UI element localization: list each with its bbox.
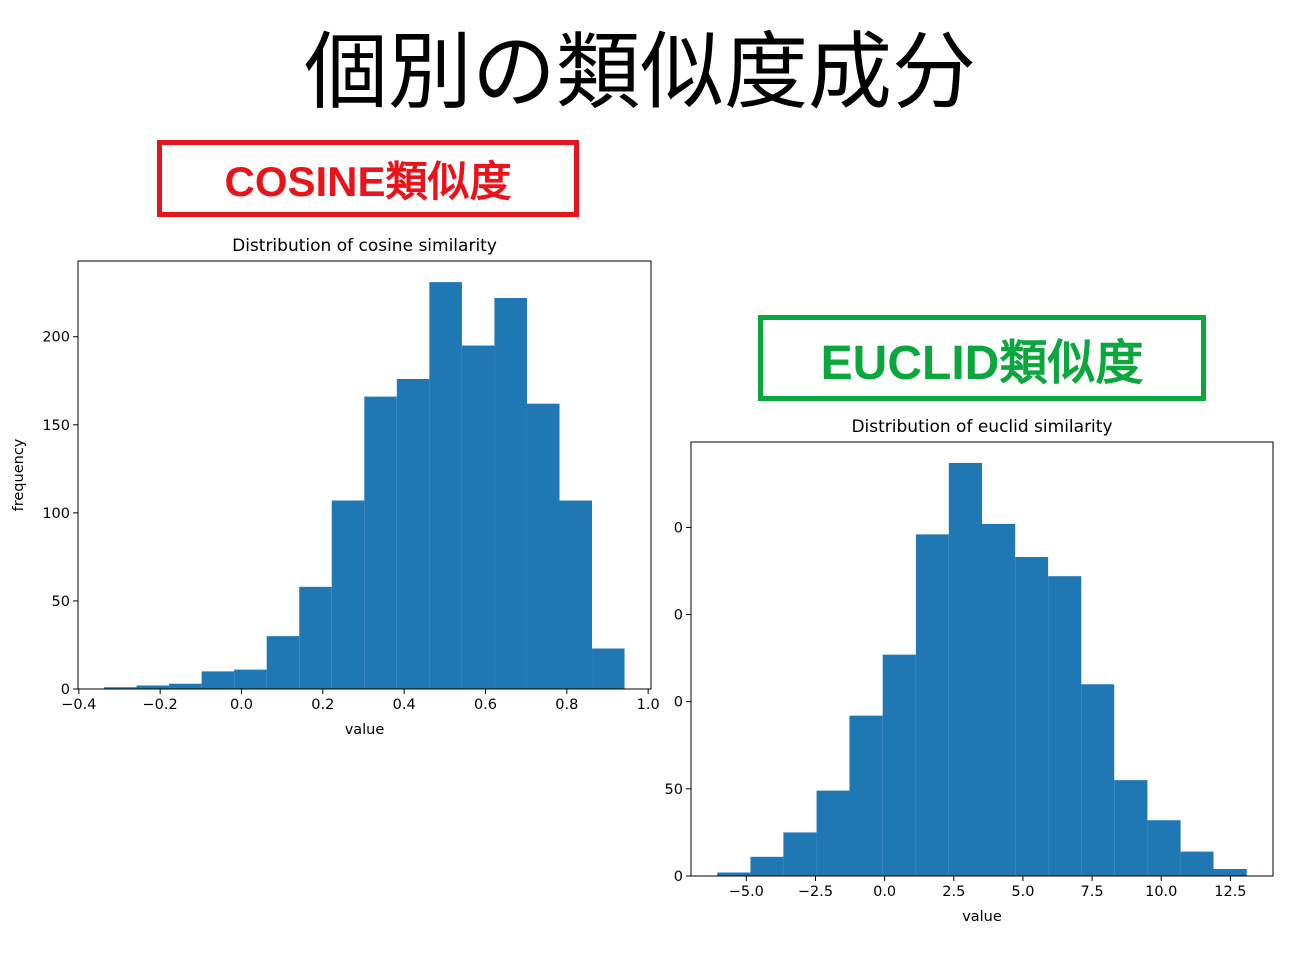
bar bbox=[461, 345, 495, 689]
bar bbox=[559, 500, 593, 689]
x-tick-label: 7.5 bbox=[1081, 884, 1104, 900]
x-tick-label: −5.0 bbox=[729, 884, 764, 900]
chart-title: Distribution of cosine similarity bbox=[232, 236, 497, 256]
bar bbox=[266, 636, 300, 689]
bar bbox=[882, 654, 916, 876]
y-tick-label: 0 bbox=[61, 682, 70, 698]
x-tick-label: 10.0 bbox=[1145, 884, 1177, 900]
bar bbox=[526, 403, 560, 689]
bar bbox=[1114, 780, 1148, 876]
plot-frame bbox=[77, 260, 652, 690]
slide-title: 個別の類似度成分 bbox=[303, 23, 976, 121]
bar bbox=[948, 462, 982, 876]
x-tick-label: −2.5 bbox=[798, 884, 833, 900]
x-tick-label: 0.4 bbox=[393, 697, 416, 713]
bar bbox=[104, 687, 137, 689]
y-tick-label: 50 bbox=[665, 782, 683, 798]
x-tick-label: 0.8 bbox=[555, 697, 578, 713]
bar bbox=[1081, 684, 1115, 876]
bar bbox=[1213, 869, 1247, 876]
x-tick-label: 0.0 bbox=[230, 697, 253, 713]
x-tick-label: −0.4 bbox=[61, 697, 96, 713]
bar bbox=[816, 790, 850, 876]
bar bbox=[136, 685, 170, 689]
y-axis-label: frequency bbox=[11, 438, 27, 511]
bar bbox=[201, 671, 235, 689]
bar bbox=[750, 856, 784, 876]
y-tick-label: 0 bbox=[674, 608, 683, 624]
bar bbox=[396, 379, 430, 689]
bar bbox=[169, 683, 202, 689]
plot-frame bbox=[690, 441, 1274, 877]
bar bbox=[429, 282, 462, 689]
bar bbox=[982, 523, 1016, 876]
y-tick-label: 0 bbox=[674, 520, 683, 536]
y-tick-label: 100 bbox=[42, 506, 70, 522]
badge: EUCLID類似度 bbox=[758, 315, 1206, 401]
bar bbox=[717, 872, 751, 876]
bar bbox=[915, 534, 949, 876]
bar bbox=[849, 715, 883, 876]
y-tick-label: 150 bbox=[42, 418, 70, 434]
y-tick-label: 0 bbox=[674, 695, 683, 711]
bar bbox=[331, 500, 365, 689]
bar bbox=[299, 586, 332, 689]
bar bbox=[494, 297, 527, 689]
bar bbox=[1147, 820, 1181, 876]
x-axis-label: value bbox=[962, 909, 1002, 925]
x-tick-label: 12.5 bbox=[1214, 884, 1246, 900]
bar bbox=[1180, 851, 1214, 876]
x-tick-label: 0.2 bbox=[311, 697, 334, 713]
bar bbox=[1048, 576, 1082, 876]
y-tick-label: 50 bbox=[52, 594, 70, 610]
bar bbox=[364, 396, 397, 689]
x-tick-label: 2.5 bbox=[942, 884, 965, 900]
bar bbox=[1015, 557, 1049, 876]
x-tick-label: 1.0 bbox=[637, 697, 660, 713]
y-tick-label: 200 bbox=[42, 330, 70, 346]
x-tick-label: 5.0 bbox=[1011, 884, 1034, 900]
x-tick-label: −0.2 bbox=[143, 697, 178, 713]
chart-title: Distribution of euclid similarity bbox=[851, 417, 1112, 437]
x-tick-label: 0.6 bbox=[474, 697, 497, 713]
badge: COSINE類似度 bbox=[157, 140, 579, 217]
bar bbox=[783, 832, 817, 876]
y-tick-label: 0 bbox=[674, 869, 683, 885]
x-tick-label: 0.0 bbox=[873, 884, 896, 900]
bar bbox=[592, 648, 625, 689]
x-axis-label: value bbox=[345, 722, 385, 738]
bar bbox=[234, 669, 267, 689]
